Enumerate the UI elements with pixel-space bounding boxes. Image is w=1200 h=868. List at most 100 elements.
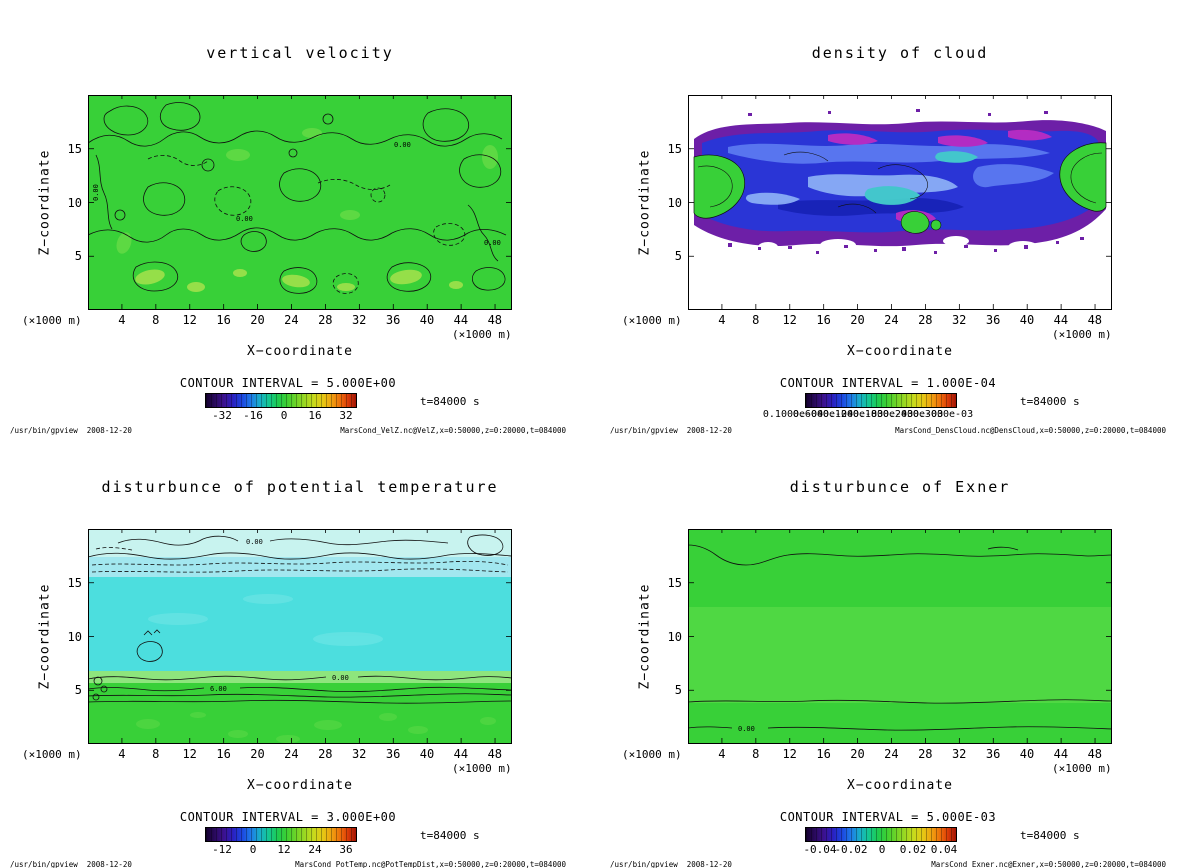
tick-label: 24	[884, 313, 899, 327]
plot-area: 0.00 0.00 0.00 0.00	[88, 95, 512, 310]
tick-label: 8	[752, 747, 760, 761]
contour-label: 6.00	[210, 685, 227, 693]
tick-label: 12	[782, 747, 797, 761]
tick-label: 36	[985, 313, 1001, 327]
tick-label: 40	[1019, 313, 1035, 327]
y-axis-label: Z−coordinate	[36, 529, 54, 744]
y-axis-label-text: Z−coordinate	[637, 583, 653, 690]
panel-exner: disturbunce of Exner Z−coordinate 15 10 5 …	[600, 434, 1200, 868]
tick-label: 12	[277, 843, 291, 856]
tick-label: 10	[67, 195, 82, 210]
tick-label: 4	[718, 313, 726, 327]
x-tick-labels: 4 8 12 16 20 24 28 32 36 40 44 48	[88, 313, 512, 328]
y-axis-label-text: Z−coordinate	[637, 149, 653, 256]
y-tick-labels: 15 10 5	[56, 529, 84, 744]
field-plot-vertical-velocity: 0.00 0.00 0.00 0.00	[88, 95, 512, 310]
tick-label: 0.1200e-03	[822, 409, 884, 420]
contour-label: 0.00	[394, 141, 411, 149]
tick-label: 40	[1019, 747, 1035, 761]
tick-label: 8	[152, 313, 160, 327]
tick-label: 15	[667, 142, 682, 156]
y-axis-label: Z−coordinate	[636, 529, 654, 744]
x-unit-left: (×1000 m)	[622, 314, 682, 327]
data-source-stamp: MarsCond_PotTemp.nc@PotTempDist,x=0:5000…	[295, 860, 566, 868]
tick-label: 20	[850, 747, 865, 761]
panel-title: vertical velocity	[206, 44, 394, 62]
field-plot-exner: 0.00	[688, 529, 1112, 744]
x-tick-labels: 4 8 12 16 20 24 28 32 36 40 44 48	[88, 747, 512, 762]
field-plot-potential-temperature: 0.00 0.00 6.00	[88, 529, 512, 744]
tick-label: 4	[718, 747, 726, 761]
colorbar	[205, 393, 357, 408]
x-unit-left: (×1000 m)	[22, 314, 82, 327]
tick-label: 4	[118, 747, 126, 761]
tick-label: 4	[118, 313, 126, 327]
command-stamp: /usr/bin/gpview 2008-12-20	[10, 426, 132, 435]
tick-label: 44	[453, 747, 469, 761]
tick-label: 10	[67, 629, 82, 644]
panel-vertical-velocity: vertical velocity Z−coordinate 15 10 5	[0, 0, 600, 435]
y-tick-labels: 15 10 5	[56, 95, 84, 310]
tick-label: 20	[250, 747, 265, 761]
tick-label: 15	[67, 142, 82, 156]
tick-label: 16	[216, 313, 231, 327]
plot-area: 0.00 0.00 6.00	[88, 529, 512, 744]
time-label: t=84000 s	[1020, 395, 1080, 408]
y-tick-labels: 15 10 5	[656, 529, 684, 744]
tick-label: 10	[667, 195, 682, 210]
contour-label: 0.00	[332, 674, 349, 682]
tick-label: -16	[243, 409, 263, 422]
tick-label: 0.02	[899, 843, 927, 856]
time-label: t=84000 s	[420, 829, 480, 842]
contour-label: 0.00	[246, 538, 263, 546]
tick-label: 0.04	[930, 843, 958, 856]
tick-label: 28	[318, 747, 333, 761]
tick-label: -0.04	[803, 843, 837, 856]
contour-label: 0.00	[92, 184, 100, 201]
colorbar-tick-labels: -0.04 -0.02 0 0.02 0.04	[803, 843, 958, 857]
time-label: t=84000 s	[420, 395, 480, 408]
x-unit-right: (×1000 m)	[452, 762, 512, 775]
x-axis-label: X−coordinate	[847, 344, 953, 359]
panel-density-of-cloud: density of cloud Z−coordinate 15 10 5	[600, 0, 1200, 435]
tick-label: 36	[385, 313, 401, 327]
tick-label: 16	[816, 747, 831, 761]
tick-label: 36	[339, 843, 353, 856]
panel-title: density of cloud	[811, 44, 989, 62]
tick-label: 5	[674, 683, 682, 698]
y-tick-labels: 15 10 5	[656, 95, 684, 310]
tick-label: 28	[918, 747, 933, 761]
x-unit-left: (×1000 m)	[22, 748, 82, 761]
tick-label: 24	[308, 843, 322, 856]
tick-label: -0.02	[834, 843, 868, 856]
tick-label: 44	[1053, 747, 1069, 761]
tick-label: 12	[182, 747, 197, 761]
command-stamp: /usr/bin/gpview 2008-12-20	[10, 860, 132, 868]
x-tick-labels: 4 8 12 16 20 24 28 32 36 40 44 48	[688, 747, 1112, 762]
contour-label: 0.00	[236, 215, 253, 223]
panel-title: disturbunce of potential temperature	[101, 478, 499, 496]
tick-label: 24	[284, 313, 299, 327]
field-plot-density-of-cloud	[688, 95, 1112, 310]
data-source-stamp: MarsCond_DensCloud.nc@DensCloud,x=0:5000…	[895, 426, 1166, 435]
y-axis-label: Z−coordinate	[36, 95, 54, 310]
tick-label: 0.3000e-03	[912, 409, 974, 420]
tick-label: -12	[212, 843, 232, 856]
tick-label: 0	[878, 843, 886, 856]
tick-label: 48	[487, 313, 503, 327]
tick-label: 0.2400e-03	[882, 409, 944, 420]
x-unit-right: (×1000 m)	[1052, 328, 1112, 341]
colorbar	[805, 827, 957, 842]
tick-label: 8	[152, 747, 160, 761]
contour-interval-label: CONTOUR INTERVAL = 3.000E+00	[179, 810, 397, 824]
tick-label: 32	[351, 313, 367, 327]
tick-label: 20	[250, 313, 265, 327]
colorbar-tick-labels: 0.1000e-04 0.6000e-04 0.1200e-03 0.1800e-03…	[763, 409, 973, 423]
tick-label: 40	[419, 313, 435, 327]
tick-label: 16	[308, 409, 322, 422]
tick-label: 28	[318, 313, 333, 327]
colorbar	[805, 393, 957, 408]
x-unit-right: (×1000 m)	[452, 328, 512, 341]
contour-interval-label: CONTOUR INTERVAL = 5.000E+00	[179, 376, 397, 390]
